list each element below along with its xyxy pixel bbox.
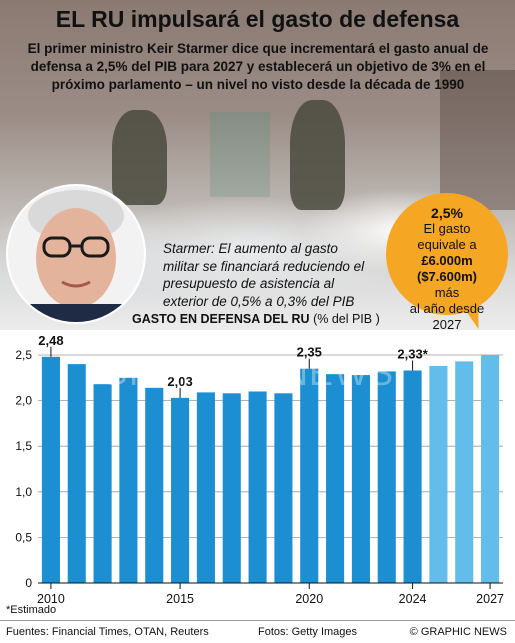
bubble-text: 2027 (432, 317, 462, 332)
bar-2017 (222, 393, 241, 583)
soldier-image (112, 110, 167, 205)
bar-2023 (377, 371, 396, 583)
y-tick-label: 2,0 (15, 394, 32, 408)
bubble-amount-usd: ($7.600m) (417, 269, 477, 284)
footer: Fuentes: Financial Times, OTAN, Reuters … (0, 620, 515, 643)
bar-2010 (41, 356, 60, 583)
bar-2020 (300, 368, 319, 583)
bar-2022 (351, 375, 370, 583)
chart-title: GASTO EN DEFENSA DEL RU (% del PIB ) (132, 312, 380, 326)
y-tick-label: 0,5 (15, 530, 32, 544)
bar-2027 (481, 355, 500, 583)
footnote: *Estimado (6, 604, 57, 616)
soldier-image (290, 100, 345, 210)
bar-2016 (196, 392, 215, 583)
footer-sources: Fuentes: Financial Times, OTAN, Reuters (6, 626, 209, 638)
x-tick-label: 2024 (399, 592, 427, 606)
building-image (440, 70, 515, 210)
bubble-text: al año desde (409, 301, 485, 316)
wall-image (210, 112, 270, 197)
x-tick-label: 2010 (37, 592, 65, 606)
bubble-text: El gasto (423, 221, 471, 236)
bubble-text: más (434, 285, 460, 300)
bar-2025 (429, 365, 448, 583)
y-tick-label: 1,0 (15, 485, 32, 499)
bubble-percentage: 2,5% (431, 205, 463, 221)
bar-2021 (326, 374, 345, 583)
bar-2024 (403, 370, 422, 583)
y-tick-label: 2,5 (15, 348, 32, 362)
page-title: EL RU impulsará el gasto de defensa (55, 6, 460, 32)
x-tick-label: 2020 (295, 592, 323, 606)
watermark: GRAPHIC NEWS (100, 352, 395, 393)
page-subtitle: El primer ministro Keir Starmer dice que… (27, 41, 489, 92)
chart-title-text: GASTO EN DEFENSA DEL RU (132, 312, 310, 326)
bar-2026 (455, 361, 474, 583)
footer-photo-credit: Fotos: Getty Images (258, 626, 358, 638)
footer-copyright: © GRAPHIC NEWS (409, 626, 507, 638)
defense-spending-chart: 0 0,5 1,0 1,5 2,0 2,5 2,48 2,03 2,35 2,33* 2010 201… (15, 333, 504, 606)
bar-2012 (93, 384, 112, 583)
callout-bubble: 2,5% El gasto equivale a £6.000m ($7.600… (386, 193, 508, 332)
value-label: 2,33* (397, 347, 428, 362)
starmer-quote: Starmer: El aumento al gasto militar se … (163, 241, 365, 309)
x-tick-label: 2027 (476, 592, 504, 606)
bar-2018 (248, 391, 267, 583)
bar-2011 (67, 364, 86, 583)
bar-2015 (171, 397, 190, 583)
value-label: 2,35 (297, 345, 322, 360)
y-tick-label: 1,5 (15, 439, 32, 453)
portrait-photo (6, 184, 146, 324)
value-label: 2,48 (38, 333, 63, 348)
bar-2013 (119, 377, 138, 583)
starmer-portrait-icon (28, 190, 124, 322)
bubble-text: equivale a (417, 237, 477, 252)
y-tick-label: 0 (25, 576, 32, 590)
value-label: 2,03 (167, 374, 192, 389)
chart-unit: (% del PIB ) (313, 312, 380, 326)
bar-2014 (145, 387, 164, 583)
bubble-amount: £6.000m (421, 253, 473, 268)
bar-2019 (274, 393, 293, 583)
x-tick-label: 2015 (166, 592, 194, 606)
